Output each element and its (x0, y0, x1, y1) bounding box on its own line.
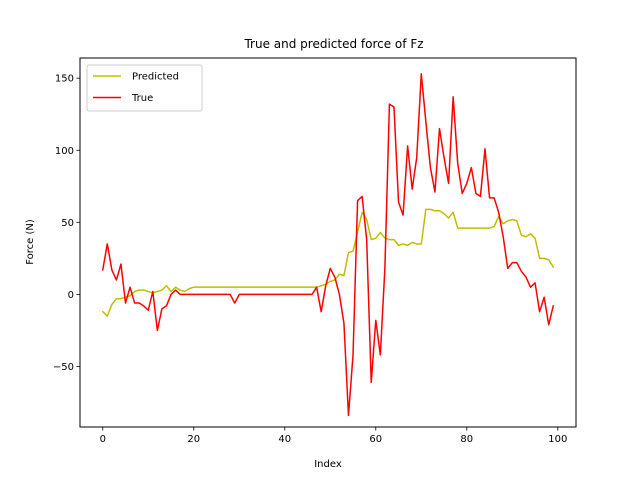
x-tick-label: 60 (369, 434, 382, 445)
legend: Predicted True (86, 64, 203, 112)
y-tick-label: 0 (68, 290, 74, 301)
x-tick-label: 40 (278, 434, 291, 445)
x-tick-label: 20 (187, 434, 200, 445)
series-line-predicted (101, 208, 555, 317)
x-axis-label: Index (314, 459, 342, 470)
y-tick-label: 100 (55, 146, 74, 157)
x-tick-label: 100 (548, 434, 567, 445)
chart-title: True and predicted force of Fz (243, 37, 423, 51)
series-line-true (101, 73, 555, 417)
y-tick-label: −50 (53, 362, 74, 373)
y-tick-label: 150 (55, 74, 74, 85)
y-axis-label: Force (N) (25, 219, 36, 265)
plot-frame (79, 57, 577, 428)
legend-label-true: True (131, 93, 153, 104)
x-tick-label: 0 (100, 434, 106, 445)
legend-label-predicted: Predicted (132, 72, 179, 83)
y-axis: −50 0 50 100 150 (53, 74, 80, 373)
x-axis: 0 20 40 60 80 100 (100, 427, 567, 445)
x-tick-label: 80 (460, 434, 473, 445)
y-tick-label: 50 (61, 218, 74, 229)
series-layer (101, 73, 555, 417)
